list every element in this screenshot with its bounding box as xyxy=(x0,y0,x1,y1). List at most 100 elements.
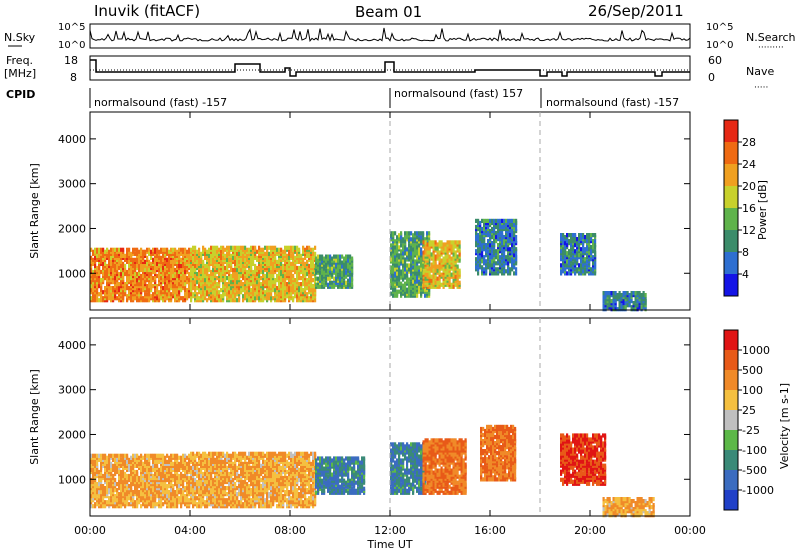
heatmap-cell xyxy=(612,291,615,296)
heatmap-cell xyxy=(630,291,633,296)
heatmap-cell xyxy=(432,258,435,263)
heatmap-cell xyxy=(112,247,115,252)
heatmap-cell xyxy=(420,261,423,266)
heatmap-cell xyxy=(572,247,575,252)
heatmap-cell xyxy=(310,288,313,293)
heatmap-cell xyxy=(90,267,93,273)
heatmap-cell xyxy=(238,282,241,287)
heatmap-cell xyxy=(440,272,443,277)
heatmap-cell xyxy=(258,286,261,291)
heatmap-cell xyxy=(146,475,149,481)
heatmap-cell xyxy=(204,278,207,283)
heatmap-cell xyxy=(580,247,583,252)
heatmap-cell xyxy=(304,247,307,252)
heatmap-cell xyxy=(590,245,593,250)
heatmap-cell xyxy=(513,233,516,238)
heatmap-cell xyxy=(475,257,478,262)
heatmap-cell xyxy=(106,500,109,505)
heatmap-cell xyxy=(140,504,143,509)
heatmap-cell xyxy=(196,271,199,277)
heatmap-cell xyxy=(394,271,397,276)
heatmap-cell xyxy=(578,253,581,258)
heatmap-cell xyxy=(406,273,409,278)
heatmap-cell xyxy=(144,453,147,458)
heatmap-cell xyxy=(481,226,484,232)
heatmap-cell xyxy=(296,294,299,299)
heatmap-cell xyxy=(140,251,143,256)
heatmap-cell xyxy=(174,267,177,273)
heatmap-cell xyxy=(314,245,317,250)
heatmap-cell xyxy=(162,247,165,252)
heatmap-cell xyxy=(108,500,111,505)
heatmap-cell xyxy=(487,249,490,254)
heatmap-cell xyxy=(325,276,328,281)
heatmap-cell xyxy=(580,253,583,258)
heatmap-cell xyxy=(434,240,437,245)
heatmap-cell xyxy=(515,267,518,272)
heatmap-cell xyxy=(487,233,490,238)
heatmap-cell xyxy=(112,488,115,493)
heatmap-cell xyxy=(236,290,239,295)
heatmap-cell xyxy=(220,249,223,254)
heatmap-cell xyxy=(166,269,169,275)
heatmap-cell xyxy=(188,263,191,269)
heatmap-cell xyxy=(594,239,597,244)
heatmap-cell xyxy=(152,488,155,493)
heatmap-cell xyxy=(168,265,171,271)
heatmap-cell xyxy=(214,245,217,250)
heatmap-cell xyxy=(98,490,101,495)
heatmap-cell xyxy=(200,294,203,299)
heatmap-cell xyxy=(456,240,459,245)
heatmap-cell xyxy=(192,280,195,285)
heatmap-cell xyxy=(104,477,107,483)
heatmap-cell xyxy=(178,269,181,275)
heatmap-cell xyxy=(150,282,153,287)
heatmap-cell xyxy=(562,255,565,260)
heatmap-cell xyxy=(100,255,103,260)
heatmap-cell xyxy=(160,502,163,507)
heatmap-cell xyxy=(491,271,494,276)
heatmap-cell xyxy=(402,251,405,256)
heatmap-cell xyxy=(232,255,235,260)
heatmap-cell xyxy=(138,271,141,277)
heatmap-cell xyxy=(438,250,441,255)
heatmap-cell xyxy=(503,235,506,240)
heatmap-cell xyxy=(400,269,403,274)
heatmap-cell xyxy=(410,231,413,236)
heatmap-cell xyxy=(487,218,490,223)
heatmap-cell xyxy=(438,270,441,275)
heatmap-cell xyxy=(568,239,571,244)
heatmap-cell xyxy=(204,282,207,287)
heatmap-cell xyxy=(236,251,239,256)
heatmap-cell xyxy=(505,233,508,238)
heatmap-cell xyxy=(636,291,639,296)
heatmap-cell xyxy=(351,256,354,261)
heatmap-cell xyxy=(438,240,441,245)
heatmap-cell xyxy=(156,471,159,477)
heatmap-cell xyxy=(238,267,241,273)
heatmap-cell xyxy=(154,496,157,501)
heatmap-cell xyxy=(349,254,352,259)
heatmap-cell xyxy=(156,253,159,258)
heatmap-cell xyxy=(244,249,247,254)
heatmap-cell xyxy=(200,251,203,256)
heatmap-cell xyxy=(102,453,105,458)
heatmap-cell xyxy=(489,243,492,248)
heatmap-cell xyxy=(230,286,233,291)
heatmap-cell xyxy=(130,271,133,277)
heatmap-cell xyxy=(242,267,245,273)
heatmap-cell xyxy=(323,264,326,269)
nsearch-label: N.Search xyxy=(746,31,796,44)
heatmap-cell xyxy=(224,271,227,277)
heatmap-cell xyxy=(513,226,516,232)
heatmap-cell xyxy=(290,271,293,277)
heatmap-cell xyxy=(620,293,623,298)
heatmap-cell xyxy=(98,482,101,487)
heatmap-cell xyxy=(562,247,565,252)
heatmap-cell xyxy=(422,250,425,255)
heatmap-cell xyxy=(134,500,137,505)
heatmap-cell xyxy=(315,268,318,273)
heatmap-cell xyxy=(114,294,117,299)
heatmap-cell xyxy=(140,492,143,497)
heatmap-cell xyxy=(412,255,415,260)
